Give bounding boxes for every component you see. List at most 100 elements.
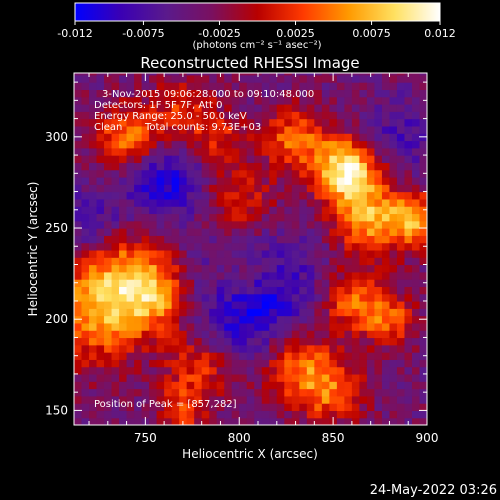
heatmap-pixel [374, 330, 383, 339]
heatmap-pixel [239, 366, 248, 375]
chart-title: Reconstructed RHESSI Image [140, 54, 359, 72]
heatmap-pixel [329, 111, 338, 120]
heatmap-pixel [186, 104, 195, 112]
heatmap-pixel [104, 322, 113, 331]
heatmap-pixel [329, 235, 338, 244]
heatmap-pixel [104, 344, 113, 353]
heatmap-pixel [254, 330, 263, 339]
heatmap-pixel [336, 118, 345, 127]
heatmap-pixel [164, 82, 173, 91]
heatmap-pixel [314, 322, 323, 331]
heatmap-pixel [186, 293, 195, 302]
heatmap-pixel [246, 191, 255, 200]
heatmap-pixel [164, 140, 173, 149]
heatmap-pixel [269, 359, 278, 368]
heatmap-pixel [164, 381, 173, 390]
heatmap-pixel [291, 206, 300, 215]
heatmap-pixel [254, 264, 263, 273]
heatmap-pixel [201, 125, 210, 134]
heatmap-pixel [306, 155, 315, 163]
heatmap-pixel [306, 315, 315, 324]
heatmap-pixel [419, 257, 427, 266]
heatmap-pixel [216, 74, 225, 83]
heatmap-pixel [111, 89, 120, 98]
heatmap-pixel [216, 395, 225, 404]
heatmap-pixel [104, 206, 113, 215]
heatmap-pixel [329, 155, 338, 163]
heatmap-pixel [111, 198, 120, 207]
heatmap-pixel [74, 249, 83, 258]
heatmap-pixel [96, 89, 105, 98]
heatmap-pixel [246, 228, 255, 236]
heatmap-pixel [209, 206, 218, 215]
heatmap-pixel [239, 213, 248, 222]
heatmap-pixel [186, 206, 195, 215]
heatmap-pixel [419, 395, 427, 404]
heatmap-pixel [74, 191, 83, 200]
heatmap-pixel [224, 359, 233, 368]
heatmap-pixel [366, 366, 376, 375]
heatmap-pixel [96, 359, 105, 368]
heatmap-pixel [291, 381, 300, 390]
heatmap-pixel [89, 206, 98, 215]
heatmap-pixel [374, 235, 383, 244]
heatmap-pixel [336, 395, 345, 404]
heatmap-pixel [359, 220, 368, 229]
heatmap-pixel [96, 96, 105, 105]
heatmap-pixel [186, 322, 195, 331]
heatmap-pixel [194, 235, 203, 244]
heatmap-pixel [404, 147, 413, 156]
heatmap-pixel [389, 155, 398, 163]
heatmap-pixel [81, 271, 90, 280]
heatmap-pixel [291, 140, 300, 149]
heatmap-pixel [329, 198, 338, 207]
heatmap-pixel [291, 337, 300, 346]
heatmap-pixel [381, 264, 391, 273]
heatmap-pixel [126, 235, 135, 244]
heatmap-pixel [156, 74, 165, 83]
heatmap-pixel [224, 286, 233, 295]
heatmap-pixel [164, 155, 173, 163]
heatmap-pixel [89, 133, 98, 142]
heatmap-pixel [246, 322, 255, 331]
heatmap-pixel [224, 125, 233, 134]
heatmap-pixel [149, 322, 158, 331]
heatmap-pixel [261, 118, 270, 127]
heatmap-pixel [321, 82, 330, 91]
heatmap-pixel [344, 286, 353, 295]
heatmap-pixel [344, 104, 353, 112]
heatmap-pixel [224, 366, 233, 375]
heatmap-pixel [404, 206, 413, 215]
heatmap-pixel [201, 308, 210, 317]
heatmap-pixel [276, 330, 285, 339]
heatmap-pixel [186, 111, 195, 120]
heatmap-pixel [389, 381, 398, 390]
heatmap-pixel [359, 373, 368, 382]
heatmap-pixel [321, 388, 330, 397]
heatmap-pixel [81, 73, 90, 76]
heatmap-pixel [306, 242, 315, 251]
heatmap-pixel [336, 133, 345, 142]
heatmap-pixel [119, 366, 128, 375]
heatmap-pixel [314, 169, 323, 178]
heatmap-pixel [171, 286, 180, 295]
heatmap-pixel [89, 366, 98, 375]
x-axis: 750 800 850 900 [88, 73, 438, 445]
heatmap-pixel [96, 417, 105, 425]
heatmap-pixel [119, 381, 128, 390]
heatmap-pixel [291, 162, 300, 171]
heatmap-pixel [164, 73, 173, 76]
heatmap-pixel [411, 249, 421, 258]
heatmap-pixel [231, 366, 240, 375]
heatmap-pixel [96, 257, 105, 266]
heatmap-pixel [231, 271, 240, 280]
heatmap-pixel [134, 271, 143, 280]
heatmap-pixel [411, 388, 421, 397]
heatmap-pixel [134, 206, 143, 215]
heatmap-pixel [164, 330, 173, 339]
heatmap-pixel [389, 206, 398, 215]
heatmap-pixel [254, 235, 263, 244]
heatmap-pixel [89, 249, 98, 258]
heatmap-pixel [306, 308, 315, 317]
